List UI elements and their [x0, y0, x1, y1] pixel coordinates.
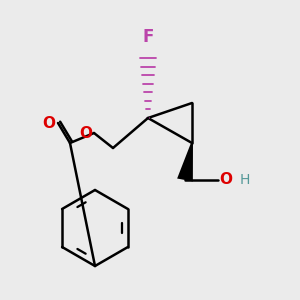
Text: O: O — [79, 125, 92, 140]
Polygon shape — [177, 143, 193, 182]
Text: F: F — [142, 28, 154, 46]
Text: O: O — [42, 116, 55, 130]
Text: H: H — [240, 173, 250, 187]
Text: O: O — [219, 172, 232, 188]
